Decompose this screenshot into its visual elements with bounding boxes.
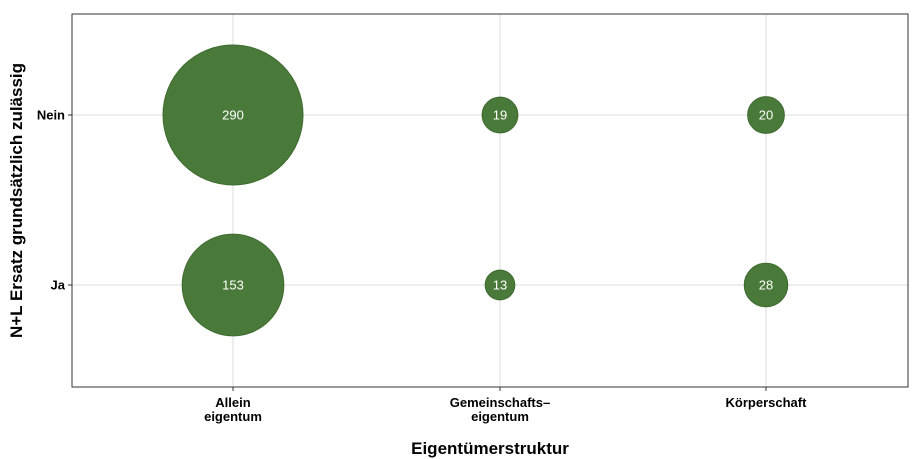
bubble-3	[181, 233, 285, 337]
axis-ticks	[68, 114, 767, 391]
x-tick-label-2-0: Körperschaft	[726, 395, 808, 410]
bubble-value-label-5: 28	[759, 278, 773, 293]
y-tick-label-ja: Ja	[51, 278, 66, 293]
x-axis-title: Eigentümerstruktur	[411, 439, 569, 458]
bubble-4	[484, 269, 516, 301]
tick-labels: AlleineigentumGemeinschafts–eigentumKörp…	[37, 108, 807, 425]
bubble-series: 290 19 20 153 13 28	[162, 44, 789, 337]
bubble-0	[162, 44, 304, 186]
bubble-1	[481, 96, 519, 134]
plot-panel-border	[71, 13, 909, 388]
x-tick-label-0-1: eigentum	[204, 409, 262, 424]
bubble-value-label-2: 20	[759, 108, 773, 123]
bubble-5	[743, 262, 789, 308]
bubble-value-label-4: 13	[493, 278, 507, 293]
bubble-value-label-0: 290	[222, 108, 244, 123]
x-tick-label-1-1: eigentum	[471, 409, 529, 424]
bubble-value-label-1: 19	[493, 108, 507, 123]
bubble-value-label-3: 153	[222, 278, 244, 293]
bubble-2	[747, 96, 785, 134]
x-tick-label-0-0: Allein	[215, 395, 250, 410]
y-tick-label-nein: Nein	[37, 108, 65, 123]
y-axis-title: N+L Ersatz grundsätzlich zulässig	[7, 63, 26, 338]
x-tick-label-1-0: Gemeinschafts–	[450, 395, 550, 410]
